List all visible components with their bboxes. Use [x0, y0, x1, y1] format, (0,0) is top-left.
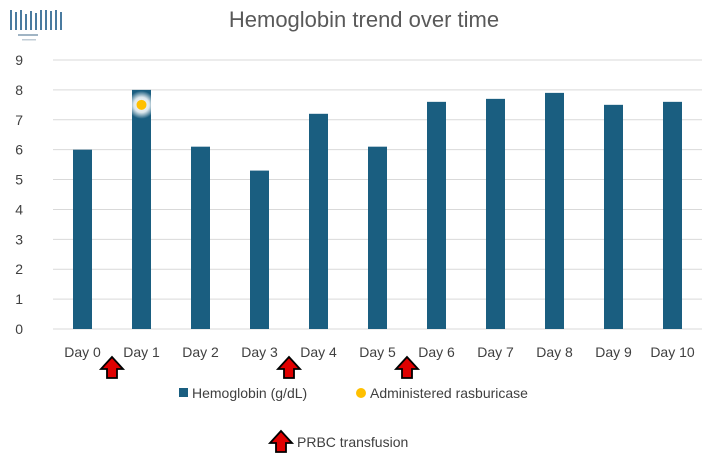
x-tick-label: Day 2: [182, 344, 219, 360]
y-tick-label: 2: [15, 261, 23, 277]
bar-day-3: [250, 170, 269, 329]
x-tick-label: Day 9: [595, 344, 632, 360]
y-tick-label: 6: [15, 142, 23, 158]
x-tick-label: Day 8: [536, 344, 573, 360]
prbc-arrow-icon: [275, 355, 303, 379]
y-tick-label: 9: [15, 52, 23, 68]
thumbnail-logo: [8, 8, 64, 44]
prbc-arrow-icon: [267, 429, 295, 453]
legend-marker-rasburicase: [356, 388, 366, 398]
y-tick-label: 8: [15, 82, 23, 98]
y-tick-label: 3: [15, 231, 23, 247]
annotation-markers: [98, 90, 421, 379]
prbc-arrow-icon: [98, 355, 126, 379]
y-axis-tick-labels: 0 1 2 3 4 5 6 7 8 9: [15, 52, 23, 337]
legend: Hemoglobin (g/dL) Administered rasburica…: [179, 385, 528, 401]
y-tick-label: 4: [15, 201, 23, 217]
legend-label-prbc: PRBC transfusion: [297, 434, 408, 450]
y-tick-label: 5: [15, 172, 23, 188]
x-tick-label: Day 5: [359, 344, 396, 360]
bar-day-2: [191, 146, 210, 329]
bar-day-4: [309, 113, 328, 329]
y-tick-label: 1: [15, 291, 23, 307]
prbc-arrow-icon: [393, 355, 421, 379]
legend-label-hemoglobin: Hemoglobin (g/dL): [192, 385, 307, 401]
bar-day-1: [132, 89, 151, 329]
legend-swatch-hemoglobin: [179, 388, 188, 397]
bar-day-5: [368, 146, 387, 329]
x-tick-label: Day 3: [241, 344, 278, 360]
bar-day-9: [604, 104, 623, 329]
bar-day-0: [73, 149, 92, 329]
bars: [73, 89, 682, 329]
bar-day-7: [486, 98, 505, 329]
y-tick-label: 0: [15, 321, 23, 337]
bar-day-6: [427, 101, 446, 329]
x-tick-label: Day 0: [64, 344, 101, 360]
bar-day-10: [663, 101, 682, 329]
prbc-legend-arrow-icon: [267, 429, 295, 453]
x-tick-label: Day 1: [123, 344, 160, 360]
prbc-legend: PRBC transfusion: [267, 429, 408, 453]
x-tick-label: Day 10: [650, 344, 695, 360]
y-tick-label: 7: [15, 112, 23, 128]
legend-label-rasburicase: Administered rasburicase: [370, 385, 528, 401]
chart-title: Hemoglobin trend over time: [229, 7, 499, 32]
x-tick-label: Day 4: [300, 344, 337, 360]
bar-day-8: [545, 92, 564, 329]
x-axis-tick-labels: Day 0 Day 1 Day 2 Day 3 Day 4 Day 5 Day 6 Day 7…: [64, 344, 695, 360]
rasburicase-marker: [136, 99, 147, 110]
x-tick-label: Day 6: [418, 344, 455, 360]
x-tick-label: Day 7: [477, 344, 514, 360]
